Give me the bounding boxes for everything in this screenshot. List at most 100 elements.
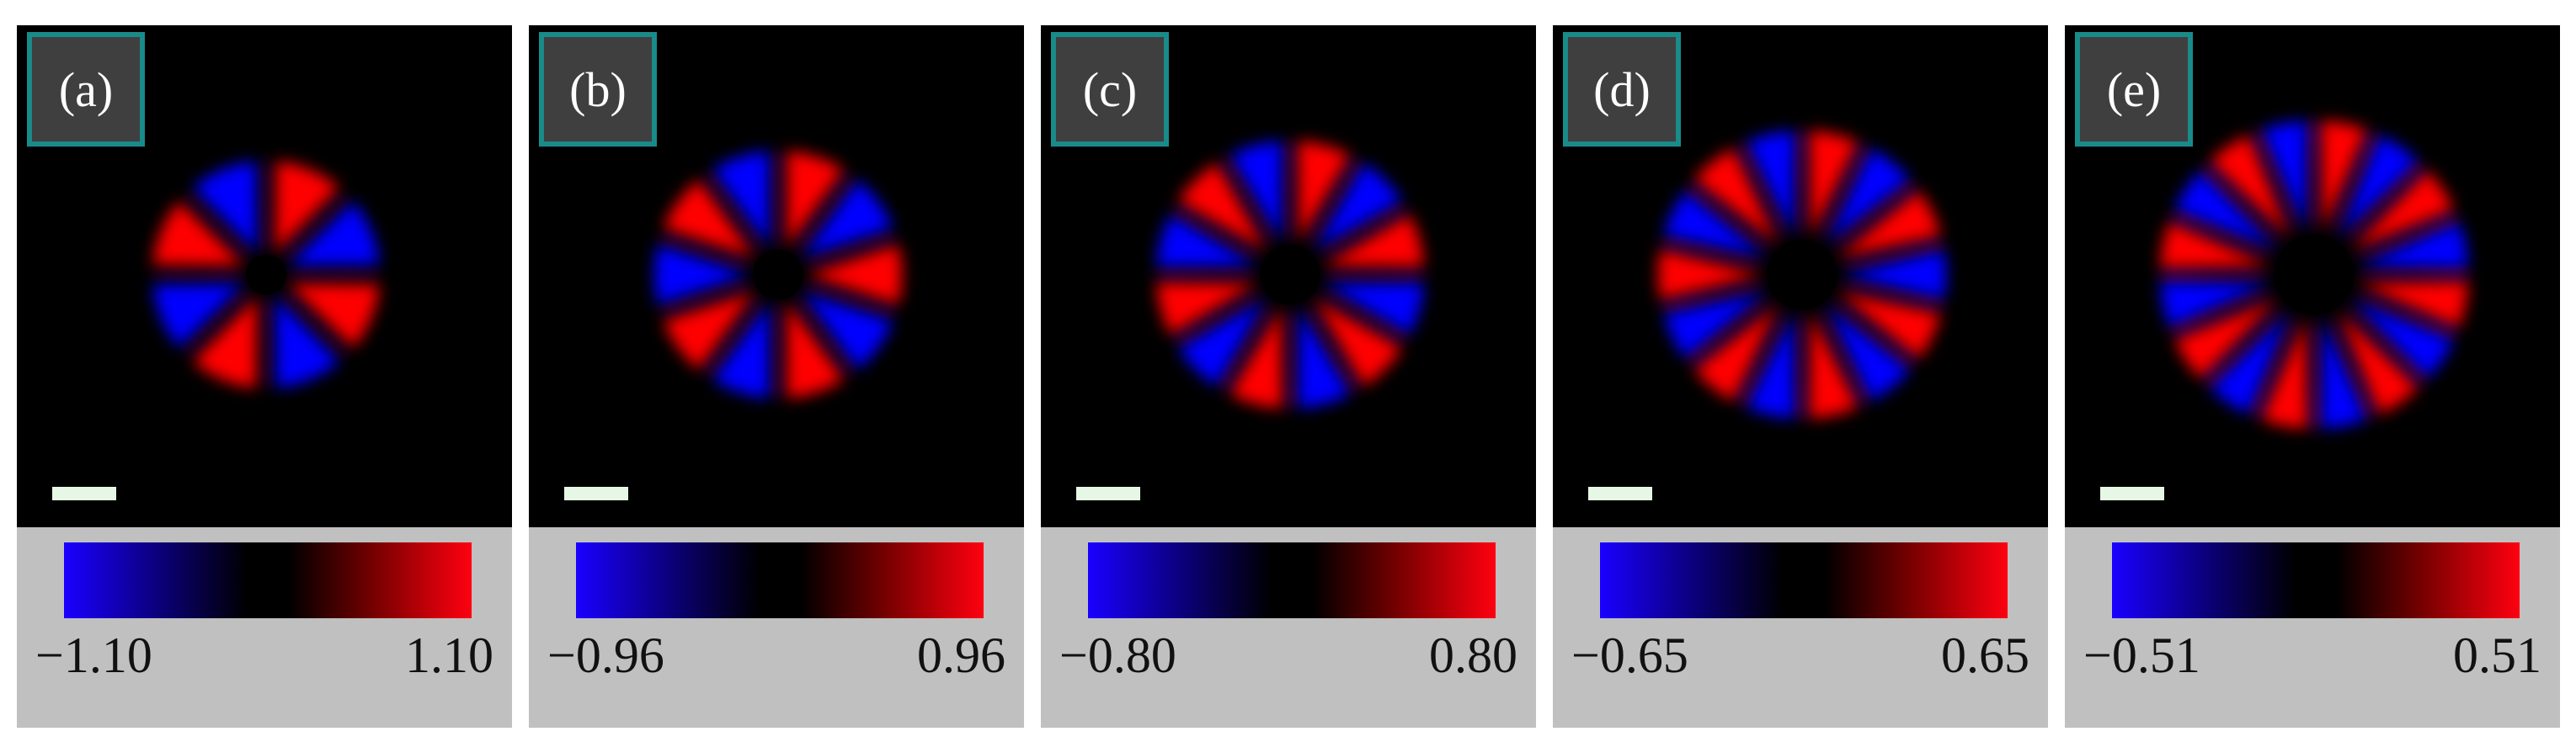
lobe <box>2357 280 2468 328</box>
lobe <box>2210 311 2291 414</box>
lobe <box>712 151 770 248</box>
lobe <box>1809 312 1859 419</box>
lobe <box>2261 120 2308 232</box>
lobe <box>663 291 755 370</box>
field-image-a <box>17 25 512 527</box>
lobe <box>275 161 339 254</box>
lobe <box>1809 131 1859 238</box>
lobe <box>2350 170 2454 251</box>
lobe <box>1746 312 1795 419</box>
lobe-pattern-d <box>1658 131 1946 419</box>
lobe <box>1837 291 1941 359</box>
lobe <box>2320 120 2367 232</box>
colorbar-min-e: −0.51 <box>2083 628 2200 683</box>
lobe-pattern-b <box>654 151 902 398</box>
lobe <box>807 244 902 305</box>
lobe <box>1298 141 1351 243</box>
lobe <box>1658 249 1763 300</box>
lobe <box>1156 214 1258 267</box>
field-image-d <box>1553 25 2048 527</box>
lobe-center <box>1767 239 1837 310</box>
lobe <box>2160 280 2271 328</box>
lobe <box>1298 307 1351 409</box>
lobe <box>787 151 844 248</box>
lobe <box>152 201 245 266</box>
lobe <box>1746 131 1795 238</box>
lobe <box>1156 282 1258 335</box>
scale-bar-d <box>1588 487 1652 500</box>
lobe <box>1322 214 1424 267</box>
scale-bar-b <box>564 487 628 500</box>
lobe <box>2338 311 2419 414</box>
lobe <box>1826 305 1911 402</box>
lobe <box>787 302 844 398</box>
lobe <box>287 283 380 348</box>
colorbar-gradient-d <box>1600 542 2008 618</box>
colorbar-a: −1.10 1.10 <box>17 527 512 728</box>
panel-d: (d) −0.65 0.65 <box>1553 25 2048 728</box>
lobe <box>152 283 245 348</box>
colorbar-max-e: 0.51 <box>2453 628 2541 683</box>
colorbar-d: −0.65 0.65 <box>1553 527 2048 728</box>
panel-label-d: (d) <box>1563 32 1681 147</box>
colorbar-e: −0.51 0.51 <box>2065 527 2560 728</box>
lobe <box>2357 222 2468 269</box>
lobe <box>1178 163 1267 251</box>
lobe <box>2174 170 2278 251</box>
lobe <box>193 161 258 254</box>
colorbar-max-b: 0.96 <box>917 628 1005 683</box>
lobe <box>801 291 893 370</box>
lobe <box>275 296 339 388</box>
scale-bar-a <box>52 487 116 500</box>
colorbar-min-c: −0.80 <box>1059 628 1176 683</box>
lobe <box>1841 249 1946 300</box>
colorbar-gradient-e <box>2112 542 2520 618</box>
lobe-center <box>1260 244 1320 305</box>
colorbar-min-b: −0.96 <box>547 628 664 683</box>
lobe <box>1693 305 1779 402</box>
colorbar-min-a: −1.10 <box>35 628 152 683</box>
colorbar-max-c: 0.80 <box>1429 628 1517 683</box>
figure-panels: (a) −1.10 1.10 (b) −0.96 0.96 (c) −0.80 … <box>17 25 2560 728</box>
lobe <box>1663 291 1768 359</box>
lobe <box>654 244 749 305</box>
lobe <box>1837 190 1941 258</box>
colorbar-b: −0.96 0.96 <box>529 527 1024 728</box>
panel-label-b: (b) <box>539 32 657 147</box>
lobe-pattern-a <box>152 161 380 388</box>
lobe <box>287 201 380 266</box>
lobe-pattern-e <box>2160 120 2468 429</box>
panel-label-a: (a) <box>27 32 145 147</box>
lobe <box>1229 141 1283 243</box>
panel-e: (e) −0.51 0.51 <box>2065 25 2560 728</box>
colorbar-c: −0.80 0.80 <box>1041 527 1536 728</box>
panel-label-e: (e) <box>2075 32 2193 147</box>
panel-b: (b) −0.96 0.96 <box>529 25 1024 728</box>
lobe <box>801 179 893 258</box>
lobe-center <box>246 254 286 295</box>
lobe <box>2174 298 2278 379</box>
lobe <box>1314 163 1402 251</box>
scale-bar-e <box>2100 487 2164 500</box>
lobe <box>1178 298 1267 387</box>
lobe <box>1693 147 1779 244</box>
lobe <box>193 296 258 388</box>
colorbar-gradient-c <box>1088 542 1496 618</box>
panel-c: (c) −0.80 0.80 <box>1041 25 1536 728</box>
lobe <box>663 179 755 258</box>
lobe <box>1314 298 1402 387</box>
lobe-pattern-c <box>1156 141 1424 409</box>
colorbar-gradient-a <box>64 542 472 618</box>
lobe <box>2320 318 2367 429</box>
panel-label-c: (c) <box>1051 32 1169 147</box>
lobe <box>2261 318 2308 429</box>
lobe-center <box>753 249 803 300</box>
lobe <box>2210 135 2291 238</box>
lobe-center <box>2274 234 2355 315</box>
colorbar-max-a: 1.10 <box>405 628 493 683</box>
lobe <box>712 302 770 398</box>
lobe <box>1322 282 1424 335</box>
lobe <box>1826 147 1911 244</box>
scale-bar-c <box>1076 487 1140 500</box>
colorbar-min-d: −0.65 <box>1571 628 1688 683</box>
